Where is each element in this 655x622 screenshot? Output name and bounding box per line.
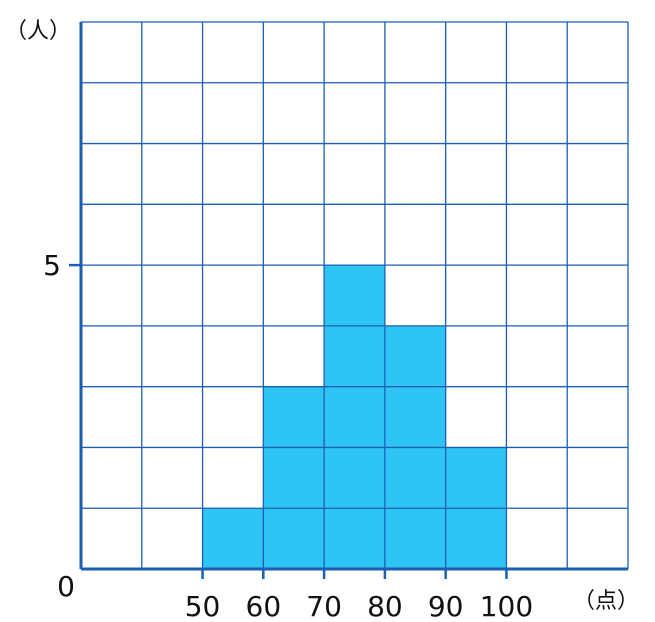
x-tick-label: 80 — [367, 590, 403, 622]
y-axis-unit-label: （人） — [5, 19, 71, 44]
x-tick-label: 100 — [480, 590, 533, 622]
x-tick-label: 70 — [306, 590, 342, 622]
histogram-bars — [202, 265, 507, 569]
x-tick-label: 90 — [428, 590, 464, 622]
x-tick-label: 50 — [185, 590, 221, 622]
bar-50-60 — [202, 508, 264, 569]
bar-70-80 — [324, 265, 385, 569]
y-tick-label: 5 — [43, 249, 61, 282]
y-tick-label-origin: 0 — [57, 570, 75, 603]
x-axis-unit-label: （点） — [573, 589, 639, 614]
x-tick-label: 60 — [246, 590, 282, 622]
tick-labels: 50 60 70 80 90 100 0 5 — [43, 249, 533, 622]
grid-lines — [80, 21, 629, 570]
bar-60-70 — [263, 386, 325, 569]
axes — [79, 22, 628, 571]
